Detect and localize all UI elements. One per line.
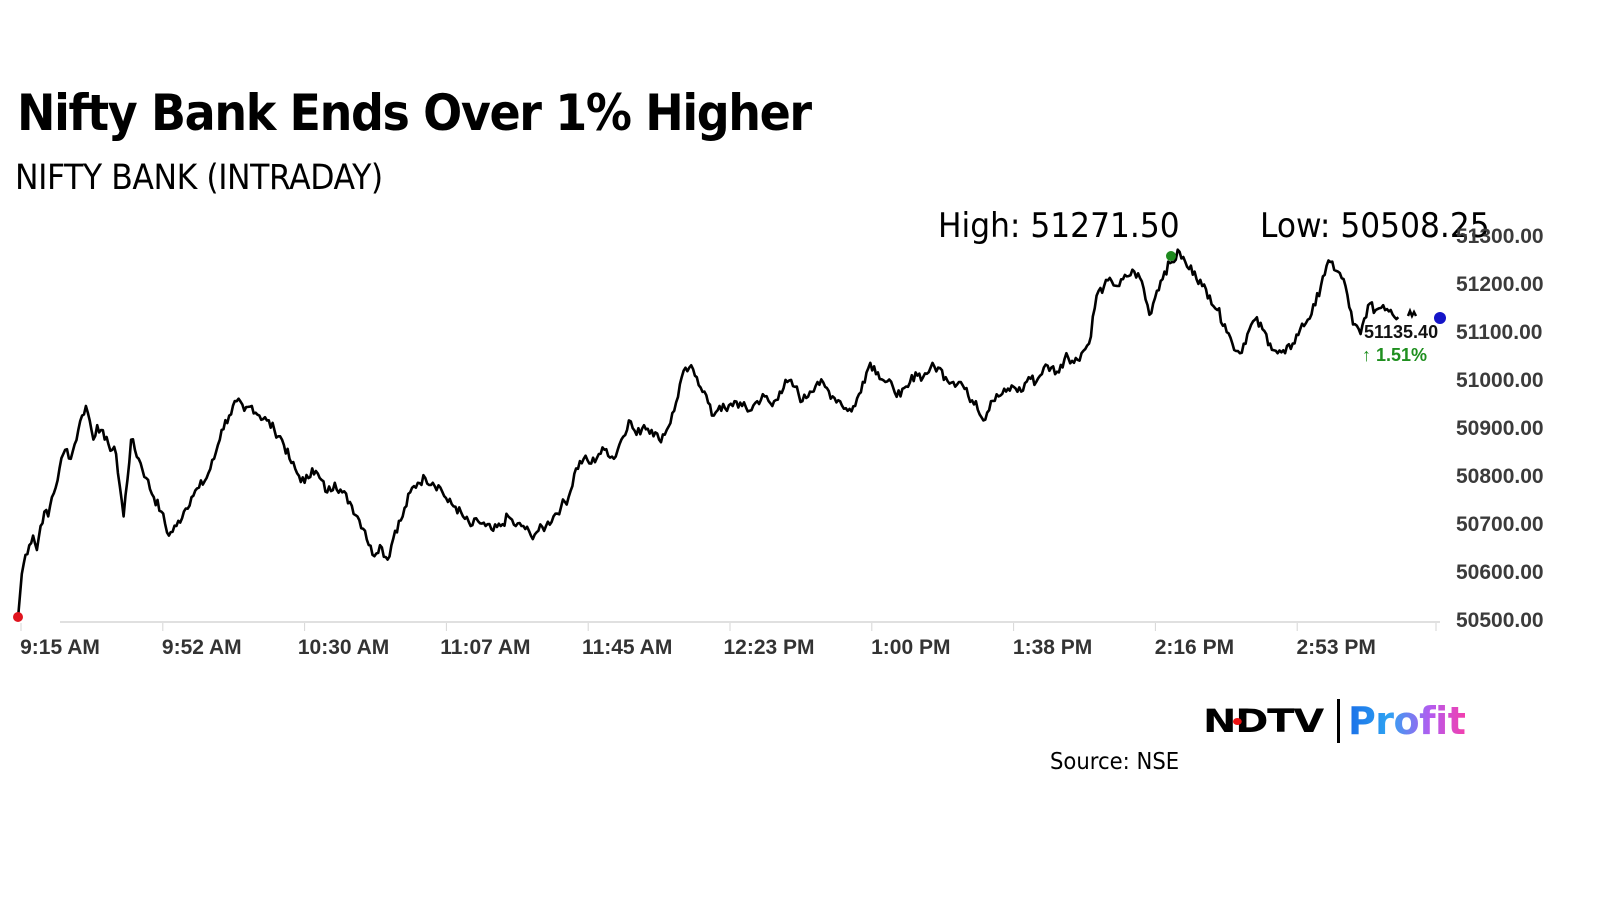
price-line bbox=[16, 248, 1400, 619]
high-label: High: 51271.50 bbox=[938, 206, 1180, 246]
chart-subtitle: NIFTY BANK (INTRADAY) bbox=[15, 158, 383, 198]
low-marker-icon bbox=[13, 612, 23, 622]
source-label: Source: NSE bbox=[1050, 749, 1180, 775]
y-tick-label: 51100.00 bbox=[1456, 321, 1543, 344]
x-tick-label: 9:52 AM bbox=[161, 636, 242, 659]
last-price-label: 51135.40 bbox=[1364, 322, 1439, 342]
low-label: Low: 50508.25 bbox=[1260, 206, 1490, 246]
logo-red-dot-icon bbox=[1233, 718, 1242, 725]
x-tick-label: 12:23 PM bbox=[723, 636, 815, 659]
x-tick-label: 2:53 PM bbox=[1296, 636, 1376, 659]
y-tick-label: 50800.00 bbox=[1456, 465, 1544, 488]
change-percent-label: ↑ 1.51% bbox=[1362, 345, 1428, 365]
y-tick-label: 50600.00 bbox=[1456, 561, 1544, 584]
x-tick-label: 1:38 PM bbox=[1012, 636, 1093, 659]
y-tick-label: 51000.00 bbox=[1456, 369, 1544, 392]
y-tick-label: 51200.00 bbox=[1456, 273, 1544, 296]
logo-ndtv-text: NDTV bbox=[1203, 702, 1324, 740]
ndtv-profit-logo: NDTV Profit bbox=[1203, 696, 1466, 746]
x-tick-label: 9:15 AM bbox=[20, 636, 100, 659]
x-axis-ticks bbox=[20, 623, 1437, 631]
x-tick-label: 11:07 AM bbox=[440, 636, 531, 659]
logo-profit-text: Profit bbox=[1347, 699, 1466, 743]
chart-title: Nifty Bank Ends Over 1% Higher bbox=[17, 84, 812, 142]
logo-separator bbox=[1336, 699, 1340, 743]
y-tick-label: 50700.00 bbox=[1456, 513, 1544, 536]
last-price-marker-icon bbox=[1434, 312, 1446, 324]
y-tick-label: 50900.00 bbox=[1456, 417, 1544, 440]
x-tick-label: 11:45 AM bbox=[582, 636, 673, 659]
high-marker-icon bbox=[1166, 251, 1176, 261]
y-tick-label: 50500.00 bbox=[1456, 609, 1544, 632]
x-tick-label: 10:30 AM bbox=[297, 636, 390, 659]
y-tick-label: 51300.00 bbox=[1456, 225, 1544, 248]
price-line-tail bbox=[1406, 307, 1418, 320]
x-tick-label: 2:16 PM bbox=[1154, 636, 1235, 659]
x-tick-label: 1:00 PM bbox=[871, 636, 951, 659]
